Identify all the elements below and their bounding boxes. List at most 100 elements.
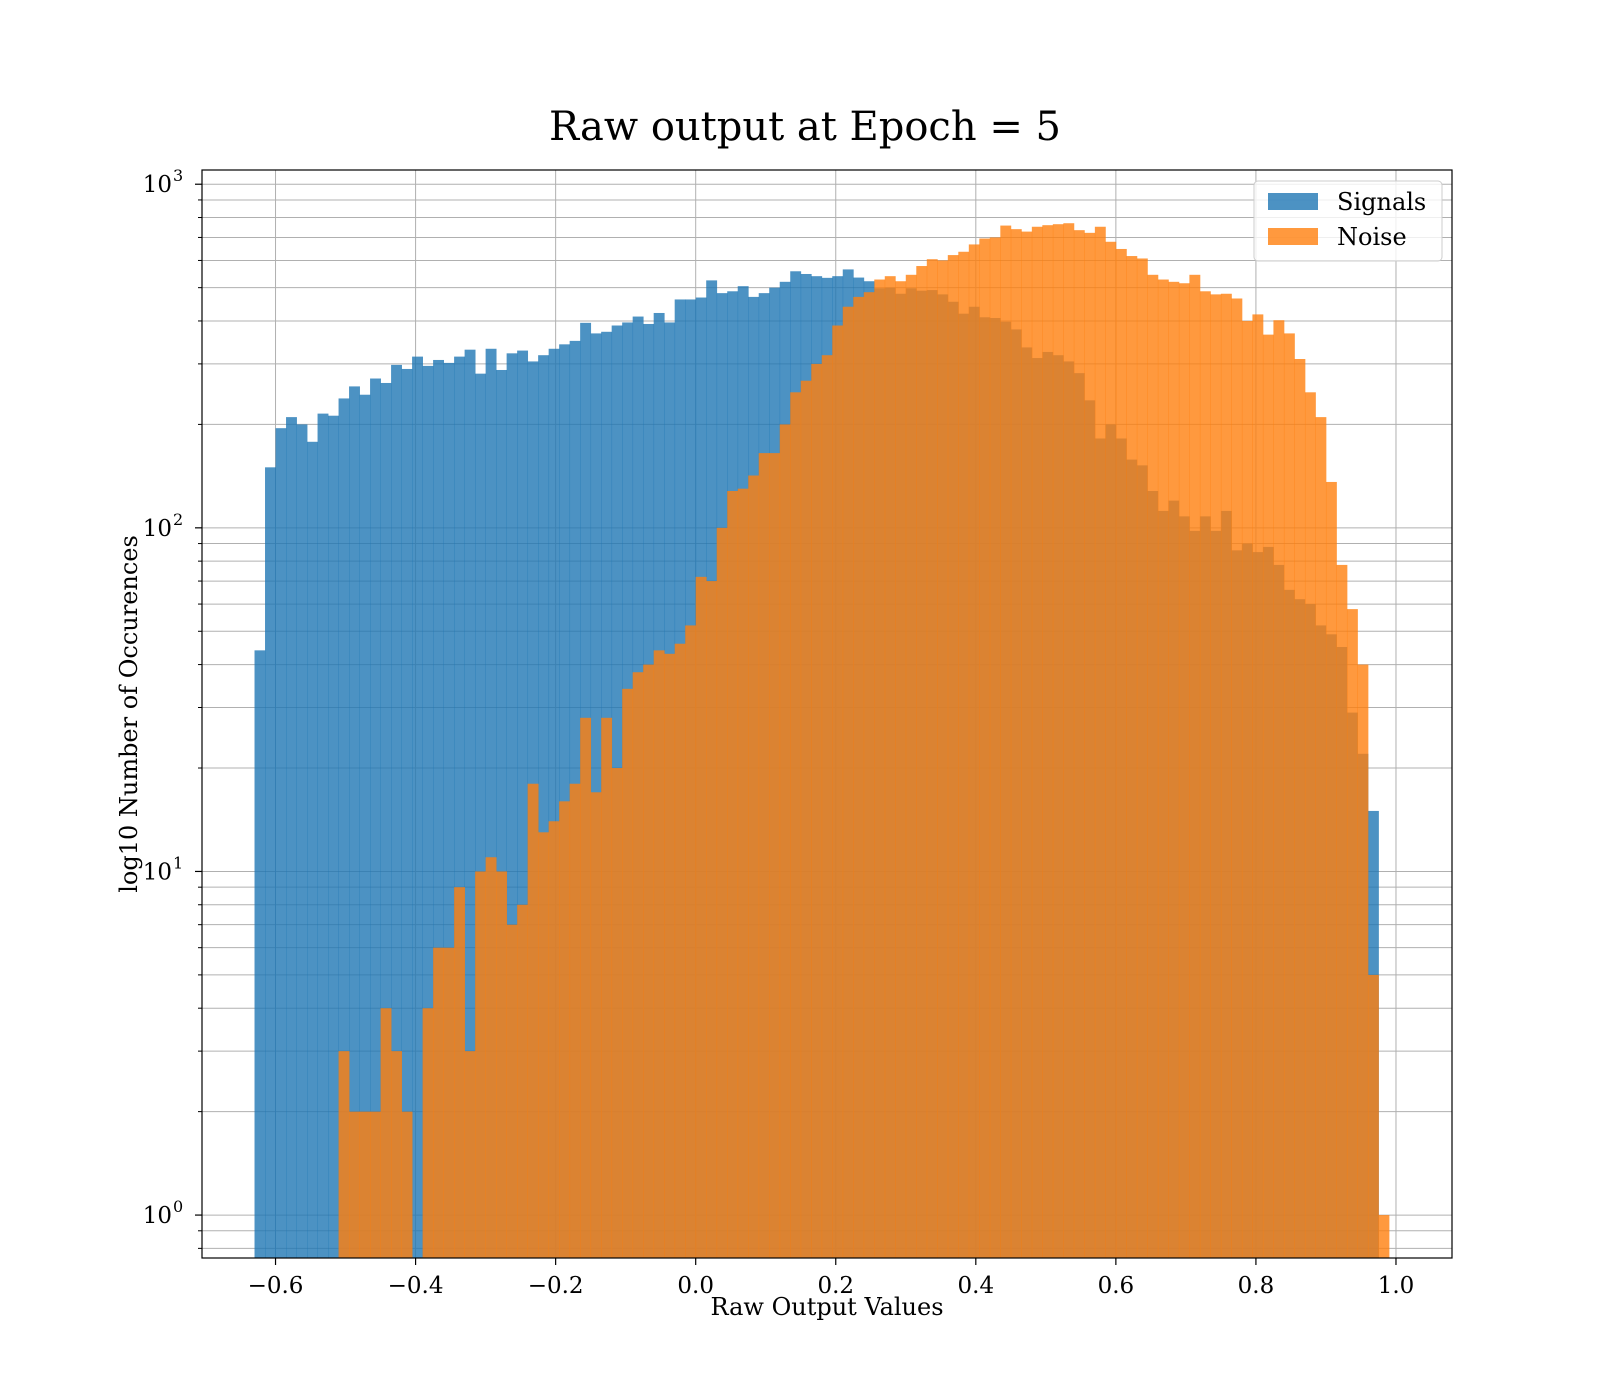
bar-signals [506,353,518,1258]
bar-noise [779,424,791,1258]
bar-noise [1262,334,1274,1258]
y-tick-base: 10 [143,172,172,198]
x-axis-ticks: −0.6 −0.4 −0.2 0.0 0.2 0.4 0.6 0.8 1.0 [248,1258,1414,1299]
x-axis-label: Raw Output Values [710,1293,943,1321]
bar-noise [485,857,497,1258]
bar-signals [338,398,350,1258]
x-tick-label: −0.2 [528,1273,584,1299]
bar-noise [1052,224,1064,1259]
bar-noise [800,380,812,1258]
histogram-bars [254,223,1390,1259]
plot-frame [201,169,1453,1259]
bar-signals [286,417,297,1258]
bar-signals [548,348,560,1258]
bar-signals [380,382,392,1259]
bar-signals [307,441,318,1258]
x-tick-label: 0.0 [677,1273,714,1299]
bar-noise [1336,564,1348,1258]
bar-noise [401,1111,413,1258]
bar-noise [1378,1215,1390,1258]
y-axis-label: log10 Number of Occurences [115,535,143,893]
bar-noise [1199,291,1211,1259]
bar-noise [769,453,781,1258]
bar-noise [905,274,917,1258]
bar-noise [1304,392,1316,1258]
bar-noise [1021,231,1033,1259]
bar-noise [1294,358,1306,1258]
y-tick-base: 10 [143,516,172,542]
bar-signals [496,369,508,1258]
bar-noise [737,488,749,1258]
bar-noise [716,527,728,1258]
bar-noise [1367,974,1379,1258]
bar-signals [412,356,423,1258]
y-tick-label: 10 0 [143,1197,183,1229]
bar-noise [1252,314,1264,1258]
bar-noise [475,871,487,1258]
bar-signals [275,428,287,1258]
bar-noise [1094,226,1106,1259]
bar-noise [559,801,571,1258]
bar-noise [1231,298,1243,1258]
bar-noise [1210,294,1222,1258]
bar-noise [454,887,466,1258]
bar-noise [1315,417,1327,1258]
bar-noise [695,576,707,1258]
bar-noise [653,650,665,1258]
bar-noise [1042,225,1054,1258]
bar-noise [685,625,697,1258]
bar-noise [664,653,676,1258]
chart-title: Raw output at Epoch = 5 [549,104,1061,150]
y-tick-base: 10 [143,859,172,885]
bar-noise [884,276,896,1258]
bar-noise [790,392,802,1258]
bar-noise [1189,274,1201,1258]
bar-noise [916,266,928,1258]
bar-noise [1000,225,1012,1258]
x-tick-label: 0.6 [1098,1273,1135,1299]
bar-signals [349,386,360,1258]
bar-signals [433,359,444,1258]
bar-signals [443,362,455,1258]
series-noise [338,223,1390,1259]
y-tick-exponent: 1 [173,853,183,872]
bar-noise [832,325,844,1259]
bar-signals [359,394,371,1258]
bar-signals [559,344,571,1258]
bar-noise [380,1008,392,1258]
bar-noise [643,664,655,1258]
bar-noise [821,355,833,1258]
bar-noise [863,292,875,1258]
bar-noise [590,792,602,1258]
bar-noise [538,832,550,1258]
bar-signals [538,355,550,1258]
bar-noise [496,871,508,1258]
y-tick-label: 10 2 [143,510,183,542]
bar-noise [548,821,560,1258]
bar-noise [433,947,444,1258]
bar-noise [1147,274,1159,1258]
legend: Signals Noise [1253,180,1443,262]
bar-noise [632,672,644,1258]
bar-signals [422,365,434,1259]
bar-noise [601,717,613,1258]
bar-noise [1325,481,1337,1258]
bar-noise [422,1008,434,1258]
bar-noise [874,279,886,1258]
bar-noise [611,768,623,1258]
bar-noise [895,281,907,1258]
bar-noise [1073,230,1085,1258]
bar-signals [265,467,276,1259]
bar-noise [1357,664,1369,1258]
bar-noise [1031,226,1043,1259]
bar-noise [811,363,823,1258]
bar-noise [580,717,592,1258]
bar-signals [517,350,529,1259]
bar-noise [1010,229,1022,1259]
bar-noise [748,475,760,1258]
bar-noise [391,1051,402,1258]
x-tick-label: 0.8 [1238,1273,1275,1299]
bar-noise [937,260,949,1258]
bar-noise [1283,333,1295,1258]
